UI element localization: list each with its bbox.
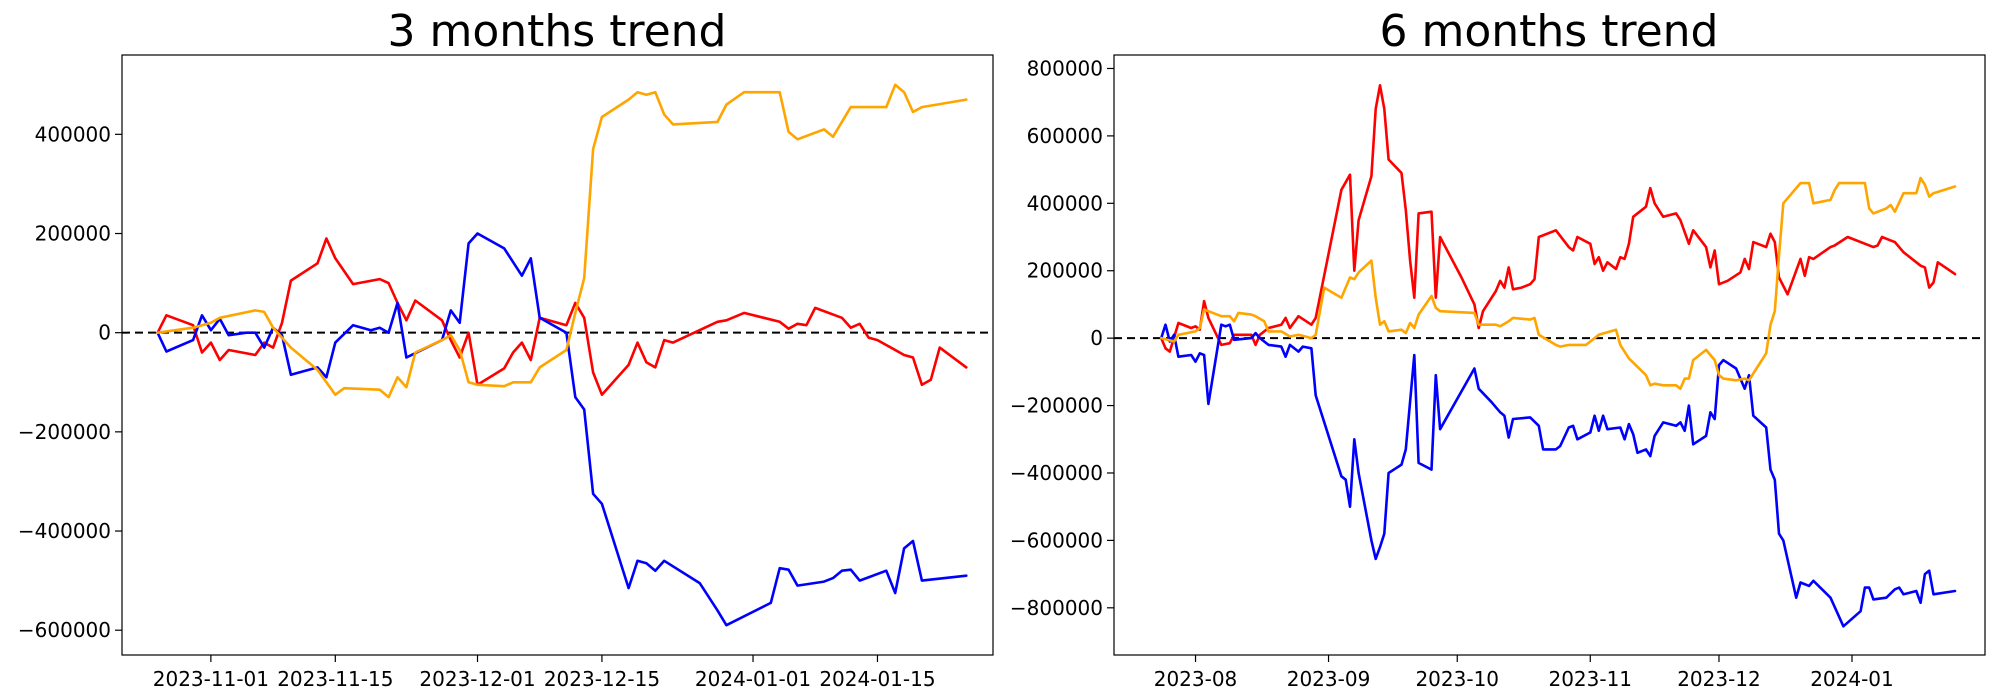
x-tick-label: 2023-09 [1287, 667, 1371, 691]
y-tick-label: −600000 [18, 618, 111, 642]
y-tick-label: 200000 [35, 222, 111, 246]
series-lines-3-months [156, 83, 968, 627]
y-tick-label: 600000 [1027, 124, 1103, 148]
series-line-blue [1159, 323, 1957, 628]
y-tick-label: 800000 [1027, 56, 1103, 80]
x-tick-label: 2023-12-01 [419, 667, 535, 691]
y-tick-label: 400000 [1027, 191, 1103, 215]
y-tick-label: 0 [1090, 326, 1103, 350]
x-tick-label: 2023-11 [1548, 667, 1632, 691]
series-line-orange [1159, 176, 1957, 391]
chart-title-6-months: 6 months trend [1380, 6, 1719, 57]
x-tick-label: 2024-01-15 [819, 667, 935, 691]
x-tick-label: 2023-11-15 [277, 667, 393, 691]
series-line-blue [156, 232, 968, 627]
x-tick-label: 2023-11-01 [153, 667, 269, 691]
y-tick-label: −400000 [1010, 461, 1103, 485]
y-tick-label: −400000 [18, 519, 111, 543]
x-tick-label: 2024-01-01 [695, 667, 811, 691]
chart-title-3-months: 3 months trend [388, 6, 727, 57]
series-line-red [1159, 84, 1957, 353]
chart-3-months-trend: 3 months trend −600000 −400000 −200000 0 200… [18, 6, 994, 691]
x-tick-label: 2023-08 [1154, 667, 1238, 691]
x-tick-label: 2023-12-15 [544, 667, 660, 691]
x-tick-label: 2023-10 [1415, 667, 1499, 691]
x-tick-label: 2023-12 [1677, 667, 1761, 691]
y-tick-label: −800000 [1010, 596, 1103, 620]
series-lines-6-months [1159, 84, 1957, 628]
x-tick-label: 2024-01 [1810, 667, 1894, 691]
plot-frame-3-months [121, 54, 994, 656]
y-tick-label: −200000 [1010, 394, 1103, 418]
axis-ticks-6-months: −800000 −600000 −400000 −200000 0 200000 40000… [1010, 56, 1894, 691]
y-tick-label: −600000 [1010, 528, 1103, 552]
y-tick-label: 400000 [35, 122, 111, 146]
chart-6-months-trend: 6 months trend −800000 −600000 −400000 −200… [1010, 6, 1986, 691]
plot-frame-6-months [1113, 54, 1986, 656]
y-tick-label: 200000 [1027, 259, 1103, 283]
series-line-orange [156, 83, 968, 399]
axis-ticks-3-months: −600000 −400000 −200000 0 200000 400000 2023-1… [18, 122, 936, 691]
y-tick-label: −200000 [18, 420, 111, 444]
y-tick-label: 0 [98, 321, 111, 345]
